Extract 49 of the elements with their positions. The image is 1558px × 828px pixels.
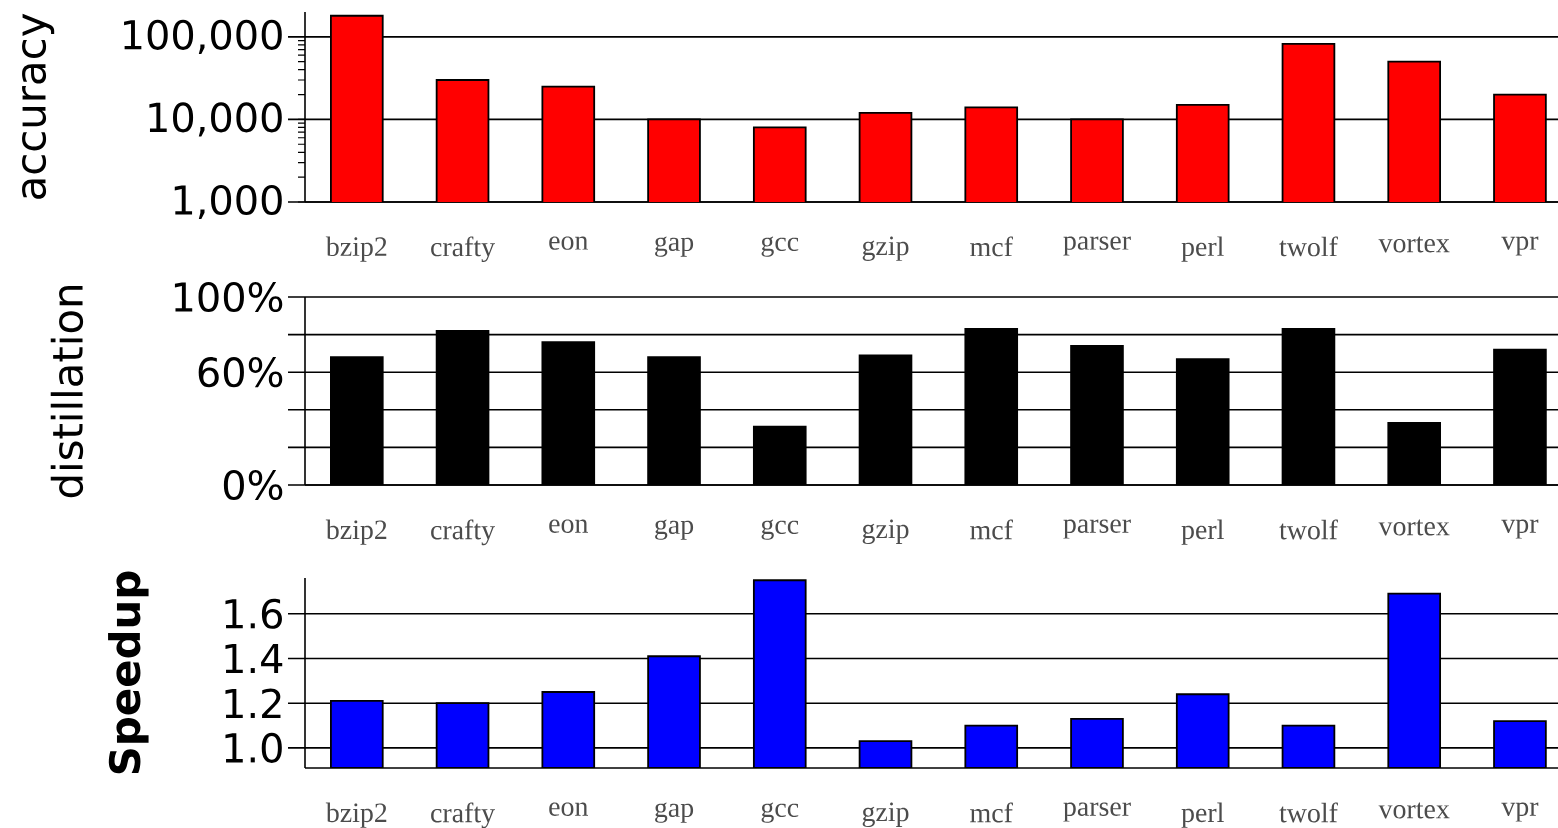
x-tick-label: vortex xyxy=(1378,236,1450,253)
x-tick-label: eon xyxy=(549,802,588,816)
x-tick-label: crafty xyxy=(431,519,495,546)
x-tick-label: gzip xyxy=(862,519,909,545)
x-tick-label: twolf xyxy=(1279,519,1338,540)
y-tick-label: 1.4 xyxy=(225,643,283,673)
x-tick-label: parser xyxy=(1063,802,1131,822)
y-axis-title: accuracy xyxy=(22,13,55,199)
y-tick-label: 1,000 xyxy=(174,184,282,220)
x-tick-label: vpr xyxy=(1501,236,1539,256)
x-tick-label: gap xyxy=(655,236,694,257)
y-tick-label: 1.0 xyxy=(225,732,282,763)
x-tick-label: eon xyxy=(549,236,588,250)
y-axis-title: Speedup xyxy=(108,571,149,774)
x-tick-label: mcf xyxy=(970,802,1013,823)
x-tick-label: parser xyxy=(1063,519,1131,539)
x-tick-label: gcc xyxy=(761,519,799,540)
y-axis-title: distillation xyxy=(50,285,84,498)
y-tick-label: 0% xyxy=(223,469,283,501)
y-tick-label: 1.2 xyxy=(225,688,281,718)
x-tick-label: twolf xyxy=(1279,236,1338,257)
x-tick-label: gzip xyxy=(862,802,909,828)
x-tick-label: gzip xyxy=(862,236,909,261)
x-tick-label: eon xyxy=(549,519,588,533)
y-tick-label: 100% xyxy=(174,281,283,313)
x-tick-label: gcc xyxy=(761,236,799,257)
x-tick-label: crafty xyxy=(431,236,495,263)
x-tick-label: vortex xyxy=(1378,802,1450,819)
x-tick-label: crafty xyxy=(431,802,495,828)
y-tick-label: 1.6 xyxy=(225,598,282,629)
x-tick-label: gcc xyxy=(761,802,799,823)
y-tick-label: 100,000 xyxy=(124,19,282,54)
x-tick-label: mcf xyxy=(970,519,1013,540)
x-tick-label: perl xyxy=(1181,802,1224,828)
x-tick-label: perl xyxy=(1181,236,1224,262)
x-tick-label: gap xyxy=(655,802,694,823)
x-tick-label: bzip2 xyxy=(325,802,387,828)
x-tick-label: twolf xyxy=(1279,802,1338,823)
x-tick-label: bzip2 xyxy=(325,236,387,262)
y-tick-label: 10,000 xyxy=(149,102,282,137)
x-tick-label: mcf xyxy=(970,236,1013,257)
x-tick-label: bzip2 xyxy=(325,519,387,545)
x-tick-label: gap xyxy=(655,519,694,540)
x-tick-label: vpr xyxy=(1501,802,1539,822)
x-tick-label: vpr xyxy=(1501,519,1539,539)
x-tick-label: vortex xyxy=(1378,519,1450,536)
x-tick-label: perl xyxy=(1181,519,1224,545)
y-tick-label: 60% xyxy=(198,357,283,388)
x-tick-label: parser xyxy=(1063,236,1131,256)
